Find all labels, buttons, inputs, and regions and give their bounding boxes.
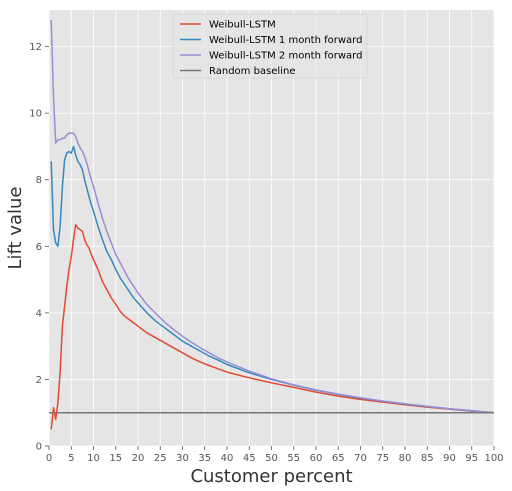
y-tick-label: 6 xyxy=(36,242,42,253)
x-tick-label: 10 xyxy=(87,453,100,464)
x-tick-label: 90 xyxy=(443,453,456,464)
x-tick-label: 45 xyxy=(243,453,256,464)
x-tick-label: 15 xyxy=(109,453,122,464)
series-line xyxy=(50,223,495,430)
legend-label: Weibull-LSTM xyxy=(209,20,276,31)
x-tick-label: 55 xyxy=(287,453,300,464)
y-tick-label: 10 xyxy=(29,109,42,120)
x-tick-label: 70 xyxy=(354,453,367,464)
x-tick-label: 0 xyxy=(46,453,52,464)
x-tick-label: 25 xyxy=(154,453,167,464)
legend-label: Random baseline xyxy=(209,66,295,77)
x-tick-label: 75 xyxy=(376,453,389,464)
x-tick-label: 60 xyxy=(310,453,323,464)
y-tick-label: 8 xyxy=(36,175,42,186)
legend: Weibull-LSTM Weibull-LSTM 1 month forward… xyxy=(172,13,368,79)
x-tick-label: 35 xyxy=(198,453,211,464)
y-axis-title: Lift value xyxy=(5,187,26,270)
x-tick-label: 40 xyxy=(221,453,234,464)
y-tick-label: 12 xyxy=(29,42,42,53)
legend-label: Weibull-LSTM 2 month forward xyxy=(209,51,362,62)
x-tick-label: 80 xyxy=(399,453,412,464)
y-tick-label: 2 xyxy=(36,375,42,386)
tick-labels: 0 5 10 15 20 25 30 35 40 45 50 55 60 65 70 75 80 85 90 95 10… xyxy=(29,42,503,464)
legend-label: Weibull-LSTM 1 month forward xyxy=(209,35,362,46)
x-tick-label: 100 xyxy=(484,453,503,464)
x-axis-title: Customer percent xyxy=(190,466,352,487)
y-tick-label: 0 xyxy=(36,442,42,453)
x-tick-label: 20 xyxy=(132,453,145,464)
x-tick-label: 85 xyxy=(421,453,434,464)
x-tick-label: 30 xyxy=(176,453,189,464)
y-tick-label: 4 xyxy=(36,308,42,319)
x-tick-label: 65 xyxy=(332,453,345,464)
x-tick-label: 5 xyxy=(68,453,74,464)
x-tick-label: 95 xyxy=(465,453,478,464)
legend-box xyxy=(172,13,368,79)
x-tick-label: 50 xyxy=(265,453,278,464)
series-lines xyxy=(49,19,495,430)
series-line xyxy=(50,19,495,414)
